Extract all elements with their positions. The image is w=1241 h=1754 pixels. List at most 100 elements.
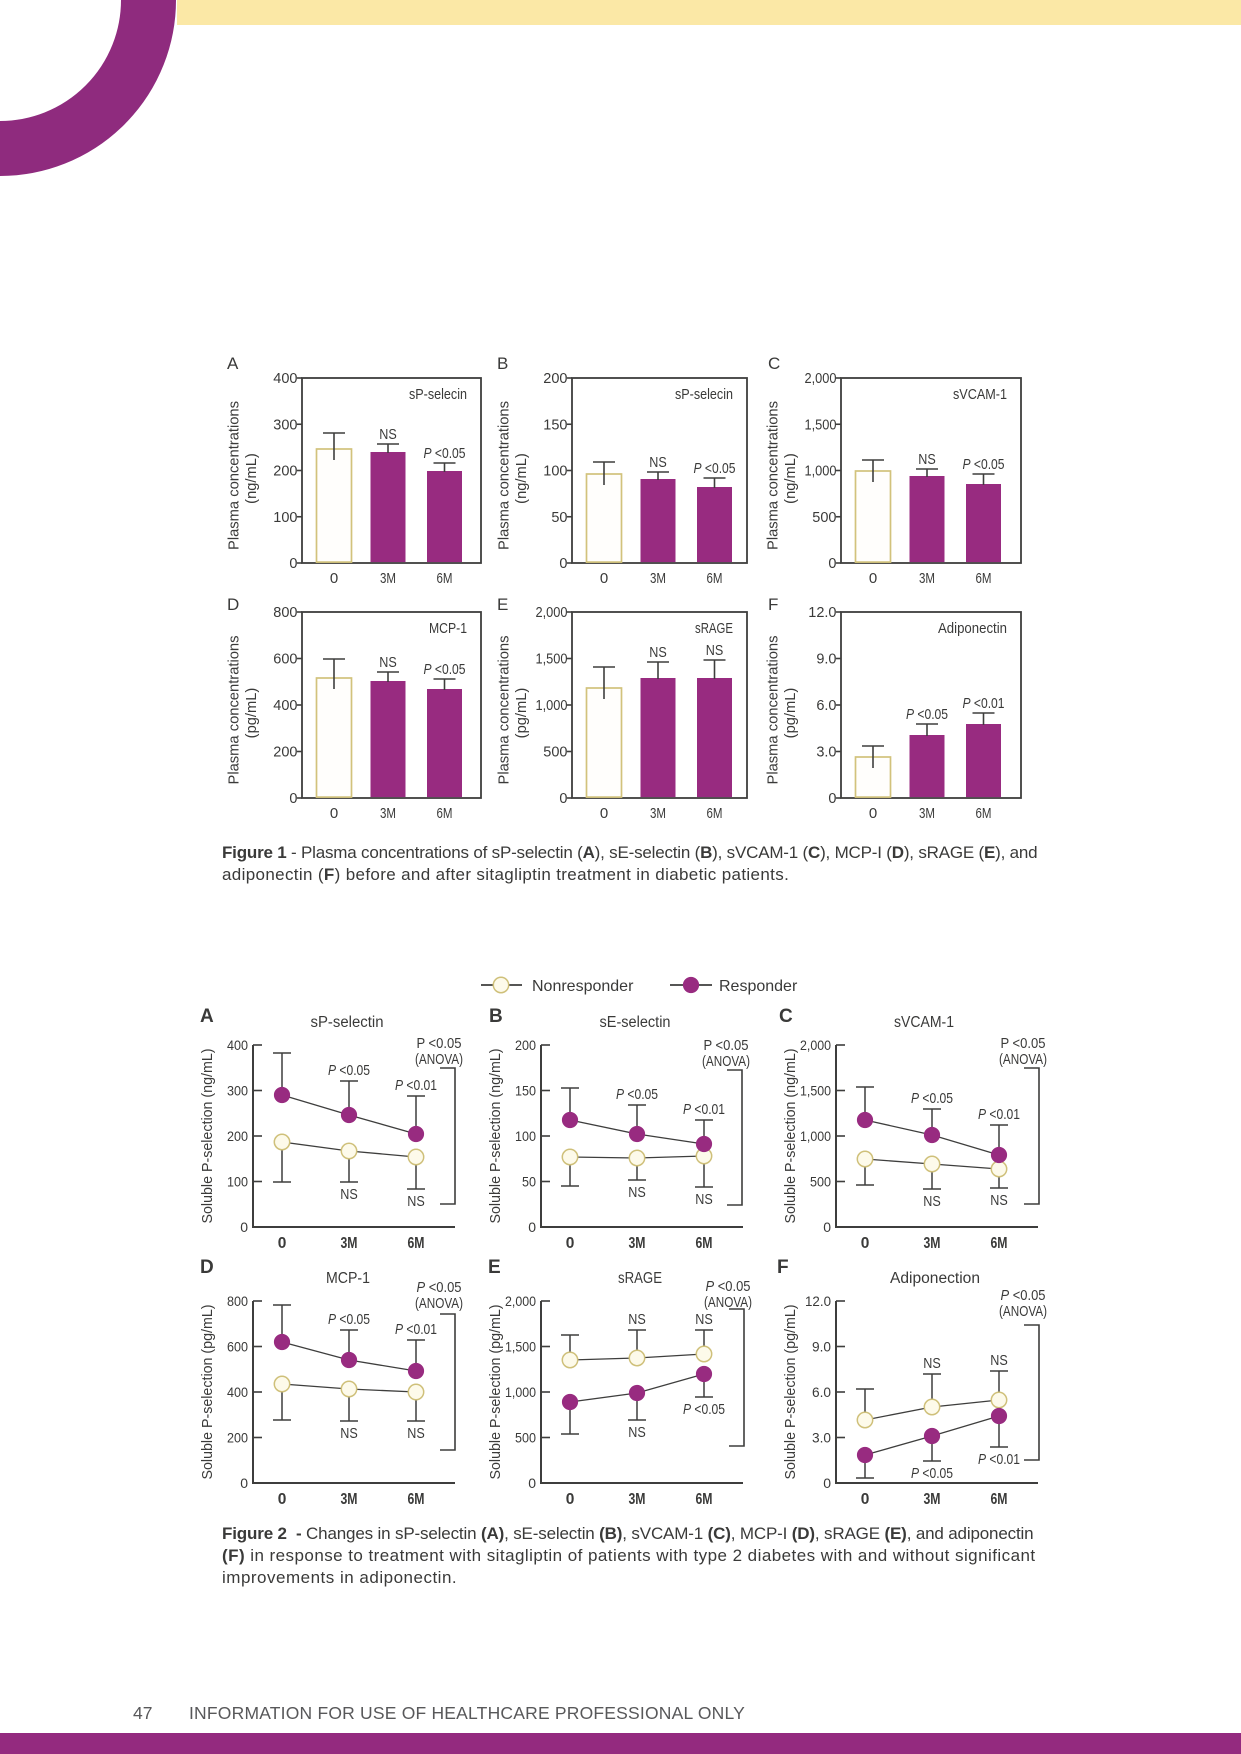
svg-text:3M: 3M [629,1491,646,1508]
svg-text:2,000: 2,000 [800,1037,831,1053]
svg-text:Soluble P-selection (ng/mL): Soluble P-selection (ng/mL) [199,1049,216,1224]
svg-text:6M: 6M [976,805,992,822]
svg-text:3M: 3M [380,570,396,587]
svg-text:F: F [768,595,778,614]
svg-text:400: 400 [227,1037,248,1053]
svg-text:200: 200 [227,1128,248,1144]
svg-text:Adiponectin: Adiponectin [938,620,1007,637]
svg-text:800: 800 [227,1293,248,1309]
svg-text:0: 0 [278,1235,287,1252]
svg-text:P <0.05: P <0.05 [706,1279,751,1295]
svg-text:P <0.05: P <0.05 [906,706,948,723]
svg-text:2,000: 2,000 [536,605,568,621]
svg-text:6M: 6M [408,1491,425,1508]
svg-text:100: 100 [515,1128,536,1144]
svg-text:NS: NS [649,454,667,471]
svg-text:6M: 6M [696,1235,713,1252]
svg-text:400: 400 [227,1384,248,1400]
svg-text:C: C [768,354,780,373]
svg-text:C: C [779,1006,793,1027]
svg-text:P <0.05: P <0.05 [963,456,1005,473]
svg-text:Plasma concentrations: Plasma concentrations [766,636,782,785]
svg-text:sVCAM-1: sVCAM-1 [953,386,1007,403]
svg-text:(ANOVA): (ANOVA) [704,1295,752,1311]
svg-text:6.0: 6.0 [816,698,836,714]
svg-text:0: 0 [600,570,608,587]
svg-text:Plasma concentrations: Plasma concentrations [227,401,243,550]
svg-text:P <0.05: P <0.05 [1001,1036,1046,1052]
svg-text:6M: 6M [976,570,992,587]
svg-text:100: 100 [273,510,297,526]
svg-text:12.0: 12.0 [808,605,836,621]
svg-text:300: 300 [227,1083,248,1099]
svg-text:6M: 6M [437,805,453,822]
svg-text:(pg/mL): (pg/mL) [244,688,260,739]
svg-text:6M: 6M [696,1491,713,1508]
svg-text:P <0.05: P <0.05 [616,1086,658,1103]
svg-text:Soluble P-selection (ng/mL): Soluble P-selection (ng/mL) [487,1049,504,1224]
svg-text:(ANOVA): (ANOVA) [415,1296,463,1312]
svg-text:A: A [200,1006,214,1027]
svg-text:1,000: 1,000 [536,698,568,714]
svg-text:6M: 6M [991,1235,1008,1252]
svg-text:3M: 3M [650,805,666,822]
svg-text:3M: 3M [650,570,666,587]
svg-text:3M: 3M [341,1491,358,1508]
svg-text:0: 0 [289,791,297,807]
svg-text:Plasma concentrations: Plasma concentrations [497,636,513,785]
svg-text:0: 0 [559,556,567,572]
svg-text:Adiponection: Adiponection [890,1270,980,1287]
svg-text:P <0.05: P <0.05 [704,1038,749,1054]
svg-text:6M: 6M [408,1235,425,1252]
svg-text:Soluble P-selection (pg/mL): Soluble P-selection (pg/mL) [782,1305,799,1480]
svg-text:NS: NS [706,642,724,659]
svg-text:P <0.01: P <0.01 [395,1321,437,1338]
svg-text:500: 500 [812,510,836,526]
svg-text:1,500: 1,500 [505,1339,536,1355]
svg-text:3M: 3M [924,1491,941,1508]
svg-text:Soluble P-selection (ng/mL): Soluble P-selection (ng/mL) [782,1049,799,1224]
svg-text:P <0.05: P <0.05 [911,1090,953,1107]
svg-text:E: E [488,1257,501,1278]
svg-text:0: 0 [330,570,338,587]
svg-text:3M: 3M [341,1235,358,1252]
svg-text:3M: 3M [629,1235,646,1252]
svg-text:A: A [227,354,239,373]
svg-text:sP-selecin: sP-selecin [409,386,467,403]
svg-text:NS: NS [990,1352,1008,1369]
svg-text:NS: NS [695,1191,713,1208]
svg-text:0: 0 [240,1475,248,1491]
svg-text:(ng/mL): (ng/mL) [783,453,799,504]
svg-text:(pg/mL): (pg/mL) [514,688,530,739]
svg-text:2,000: 2,000 [805,371,837,387]
svg-text:6M: 6M [707,805,723,822]
svg-text:P <0.01: P <0.01 [683,1101,725,1118]
svg-text:NS: NS [918,451,936,468]
svg-text:1,500: 1,500 [800,1083,831,1099]
svg-text:P <0.01: P <0.01 [963,695,1005,712]
svg-text:P <0.05: P <0.05 [424,661,466,678]
svg-text:3.0: 3.0 [816,745,836,761]
svg-text:sRAGE: sRAGE [695,620,733,637]
svg-text:(ANOVA): (ANOVA) [999,1052,1047,1068]
svg-text:P <0.01: P <0.01 [978,1106,1020,1123]
svg-text:50: 50 [551,510,567,526]
svg-text:3M: 3M [924,1235,941,1252]
svg-text:0: 0 [828,791,836,807]
svg-text:P <0.01: P <0.01 [978,1451,1020,1468]
svg-text:0: 0 [600,805,608,822]
svg-text:200: 200 [515,1037,536,1053]
svg-text:12.0: 12.0 [805,1293,831,1309]
svg-text:sVCAM-1: sVCAM-1 [894,1014,954,1031]
svg-text:Plasma concentrations: Plasma concentrations [227,636,243,785]
svg-text:6M: 6M [437,570,453,587]
svg-text:0: 0 [289,556,297,572]
svg-text:0: 0 [528,1475,536,1491]
svg-text:Nonresponder: Nonresponder [532,978,634,995]
svg-text:B: B [489,1006,503,1027]
svg-text:6M: 6M [991,1491,1008,1508]
svg-text:1,000: 1,000 [505,1384,536,1400]
svg-text:1,000: 1,000 [805,464,837,480]
svg-text:3M: 3M [919,805,935,822]
svg-text:0: 0 [559,791,567,807]
